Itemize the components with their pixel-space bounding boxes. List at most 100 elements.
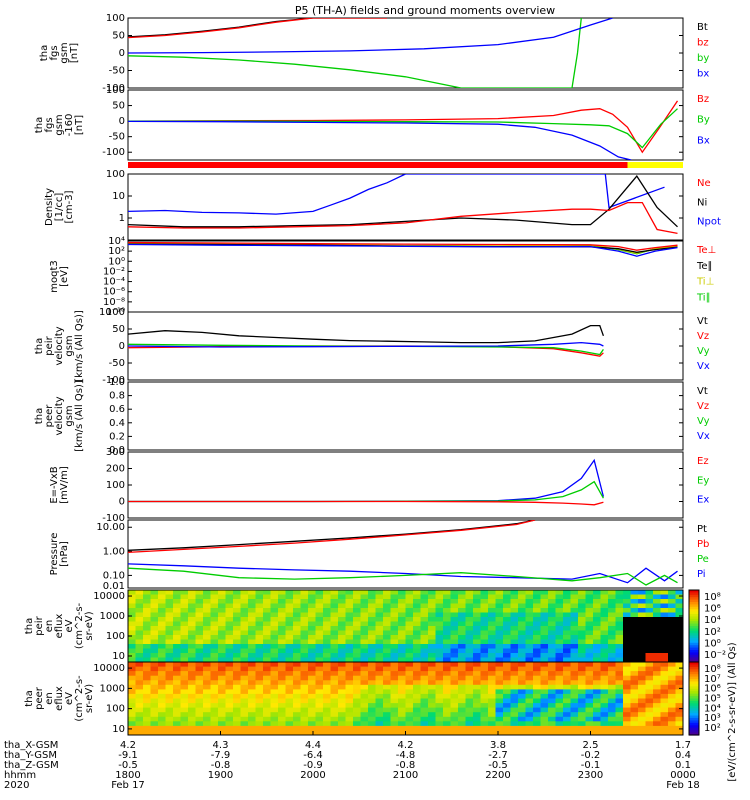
spectrogram-cell [533,730,542,735]
spectrogram-cell [420,721,429,727]
spectrogram-cell [375,590,384,596]
spectrogram-cell [600,657,609,662]
spectrogram-cell [255,662,264,668]
spectrogram-cell [555,689,564,695]
spectrogram-cell [360,603,369,609]
spectrogram-cell [450,635,459,641]
spectrogram-cell [255,725,264,732]
spectrogram-cell [195,644,204,650]
spectrogram-cell [450,599,459,605]
spectrogram-cell [218,608,227,614]
spectrogram-cell [458,617,467,623]
spectrogram-cell [473,671,482,677]
spectrogram-cell [195,712,204,718]
spectrogram-cell [623,626,632,632]
spectrogram-cell [233,590,242,596]
spectrogram-cell [218,662,227,668]
colorbar-step [689,602,699,605]
spectrogram-cell [503,662,512,668]
spectrogram-cell [240,657,249,662]
colorbar-step [689,708,699,712]
y-tick-label: 10⁻⁴ [103,277,125,288]
spectrogram-cell [465,621,474,627]
spectrogram-cell [285,725,294,732]
spectrogram-cell [180,675,189,681]
spectrogram-cell [653,707,662,713]
spectrogram-cell [165,621,174,627]
spectrogram-cell [225,703,234,709]
spectrogram-cell [480,630,489,636]
spectrogram-cell [150,648,159,654]
spectrogram-cell [135,635,144,641]
spectrogram-cell [180,603,189,609]
y-axis-label-line: [1/cc] [54,193,65,222]
spectrogram-cell [630,644,639,650]
spectrogram-cell [435,608,444,614]
spectrogram-cell [285,653,294,659]
y-axis-label: tha peer en eflux eV (cm^2-s-sr-eV) [24,675,95,722]
spectrogram-cell [278,599,287,605]
y-tick-label: 10⁴ [108,236,125,247]
spectrogram-cell [323,689,332,695]
colorbar-step [689,698,699,702]
spectrogram-cell [188,684,197,690]
spectrogram-cell [263,612,272,618]
spectrogram-cell [255,594,264,600]
spectrogram-cell [225,666,234,672]
spectrogram-cell [450,626,459,632]
spectrogram-cell [315,675,324,681]
spectrogram-cell [188,675,197,681]
y-axis-label-line: tha [39,45,50,61]
spectrogram-cell [555,639,564,645]
spectrogram-cell [480,716,489,722]
legend-entry: Te∥ [696,261,713,272]
spectrogram-cell [360,594,369,600]
spectrogram-cell [600,639,609,645]
series-line-Pi [128,563,678,584]
spectrogram-cell [623,599,632,605]
spectrogram-cell [263,693,272,700]
spectrogram-cell [248,648,257,654]
spectrogram-cell [563,675,572,681]
spectrogram-cell [653,693,662,700]
spectrogram-cell [488,671,497,677]
spectrogram-cell [533,693,542,700]
legend-entry: Ey [697,475,709,486]
spectrogram-cell [188,707,197,713]
spectrogram-cell [510,608,519,614]
spectrogram-cell [420,716,429,722]
spectrogram-cell [548,730,557,735]
spectrogram-cell [390,603,399,609]
spectrogram-cell [660,635,669,641]
spectrogram-cell [615,621,624,627]
spectrogram-cell [345,680,354,686]
y-tick-label: 0 [119,116,125,127]
spectrogram-cell [533,721,542,727]
spectrogram-cell [375,716,384,722]
spectrogram-cell [533,675,542,681]
spectrogram-cell [135,590,144,596]
spectrogram-cell [135,657,144,662]
spectrogram-cell [405,707,414,713]
spectrogram-cell [518,721,527,727]
spectrogram-cell [533,599,542,605]
spectrogram-cell [360,630,369,636]
spectrogram-cell [135,675,144,681]
spectrogram-cell [608,680,617,686]
spectrogram-cell [278,721,287,727]
footer-value: -0.9 [303,760,323,771]
spectrogram-cell [188,599,197,605]
spectrogram-cell [495,594,504,600]
spectrogram-cell [383,612,392,618]
legend-entry: bx [697,69,709,80]
spectrogram-cell [323,671,332,677]
spectrogram-cell [413,725,422,732]
colorbar-step [689,662,699,666]
spectrogram-cell [323,630,332,636]
y-axis-label-line: gsm [54,114,65,135]
y-axis-label-line: tha [34,408,45,424]
spectrogram-cell [398,630,407,636]
spectrogram-cell [465,608,474,614]
